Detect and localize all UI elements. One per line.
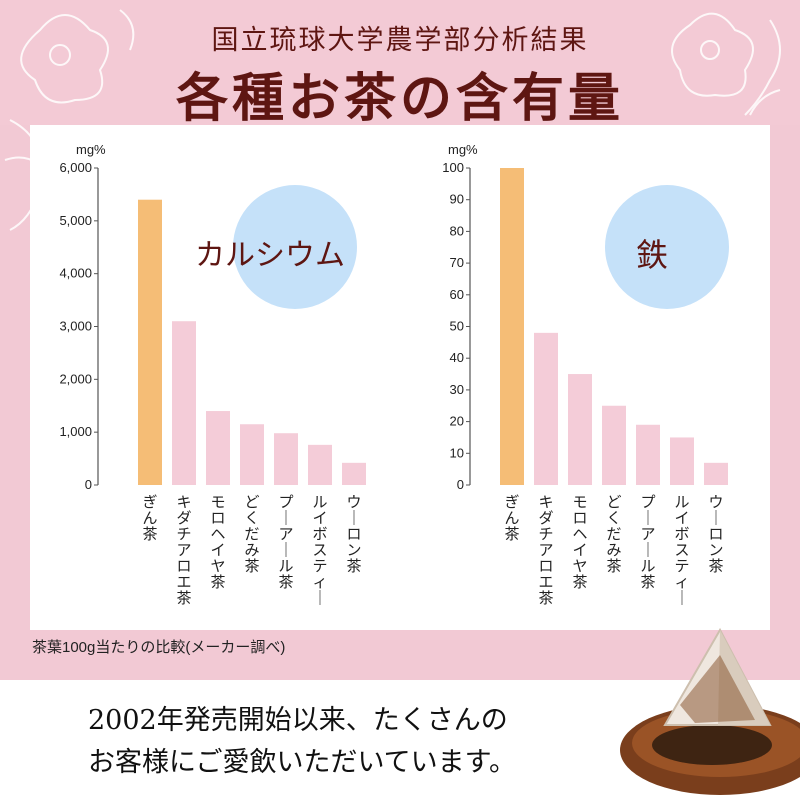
bar-1-1 xyxy=(534,332,558,485)
bar-1-0 xyxy=(500,168,524,485)
bar-0-6 xyxy=(342,462,366,485)
category-label-1-3: どくだみ茶 xyxy=(606,493,621,575)
charts-svg: カルシウム mg% 0 1,000 2,000 3,000 4,000 5,000 6,000 ぎ… xyxy=(59,142,729,607)
nutrient-label-1: 鉄 xyxy=(636,236,668,274)
footer-line-2: お客様にご愛飲いただいています。 xyxy=(88,747,516,778)
footer-message: 2002年発売開始以来、たくさんの お客様にご愛飲いただいています。 xyxy=(88,700,648,784)
y-tick-label-1-1: 10 xyxy=(450,445,464,460)
y-tick-label-1-0: 0 xyxy=(457,477,464,492)
bar-1-5 xyxy=(670,437,694,485)
y-tick-label-1-5: 50 xyxy=(450,319,464,334)
category-label-0-0: ぎん茶 xyxy=(142,493,157,543)
y-tick-label-1-8: 80 xyxy=(450,223,464,238)
category-label-1-2: モロヘイヤ茶 xyxy=(572,493,587,591)
category-label-0-4: プ｜ア｜ル茶 xyxy=(278,493,293,591)
comparison-note: 茶葉100g当たりの比較(メーカー調べ) xyxy=(32,639,286,656)
unit-label-0: mg% xyxy=(76,142,106,157)
page-title: 各種お茶の含有量 xyxy=(175,68,624,129)
y-tick-label-1-3: 30 xyxy=(450,382,464,397)
nutrient-label-0: カルシウム xyxy=(195,238,345,273)
y-tick-label-0-4: 4,000 xyxy=(59,266,92,281)
y-tick-label-0-0: 0 xyxy=(85,477,92,492)
category-label-0-1: キダチアロエ茶 xyxy=(176,493,191,607)
y-tick-label-0-1: 1,000 xyxy=(59,424,92,439)
y-tick-label-0-6: 6,000 xyxy=(59,160,92,175)
tea-bag-illustration-icon xyxy=(620,627,800,795)
y-tick-label-1-2: 20 xyxy=(450,414,464,429)
y-tick-label-1-7: 70 xyxy=(450,255,464,270)
category-label-0-6: ウ｜ロン茶 xyxy=(346,493,361,575)
category-label-1-6: ウ｜ロン茶 xyxy=(708,493,723,575)
bar-1-4 xyxy=(636,424,660,485)
unit-label-1: mg% xyxy=(448,142,478,157)
bar-1-3 xyxy=(602,405,626,485)
nutrient-circle-1 xyxy=(605,185,729,309)
y-tick-label-1-4: 40 xyxy=(450,350,464,365)
category-label-1-0: ぎん茶 xyxy=(504,493,519,543)
y-tick-label-0-3: 3,000 xyxy=(59,319,92,334)
y-tick-label-1-6: 60 xyxy=(450,287,464,302)
footer-line-1: 2002年発売開始以来、たくさんの xyxy=(88,705,508,736)
bar-0-2 xyxy=(206,411,230,485)
y-tick-label-1-9: 90 xyxy=(450,192,464,207)
y-tick-label-1-10: 100 xyxy=(442,160,464,175)
header-background xyxy=(0,0,800,125)
category-label-0-2: モロヘイヤ茶 xyxy=(210,493,225,591)
page-subtitle: 国立琉球大学農学部分析結果 xyxy=(211,25,589,56)
bar-0-3 xyxy=(240,424,264,485)
bar-0-5 xyxy=(308,444,332,485)
bar-1-2 xyxy=(568,374,592,485)
bar-0-1 xyxy=(172,321,196,485)
category-label-1-4: プ｜ア｜ル茶 xyxy=(640,493,655,591)
charts-panel: カルシウム mg% 0 1,000 2,000 3,000 4,000 5,000 6,000 ぎ… xyxy=(30,125,770,630)
y-tick-label-0-5: 5,000 xyxy=(59,213,92,228)
category-label-1-1: キダチアロエ茶 xyxy=(538,493,553,607)
flower-decoration-right-icon xyxy=(671,12,781,116)
nutrient-circle-0 xyxy=(233,185,357,309)
category-label-0-3: どくだみ茶 xyxy=(244,493,259,575)
category-label-1-5: ルイボスティ｜ xyxy=(674,493,689,607)
bar-1-6 xyxy=(704,462,728,485)
category-label-0-5: ルイボスティ｜ xyxy=(312,493,327,607)
bar-0-0 xyxy=(138,199,162,485)
y-tick-label-0-2: 2,000 xyxy=(59,371,92,386)
bar-0-4 xyxy=(274,433,298,485)
